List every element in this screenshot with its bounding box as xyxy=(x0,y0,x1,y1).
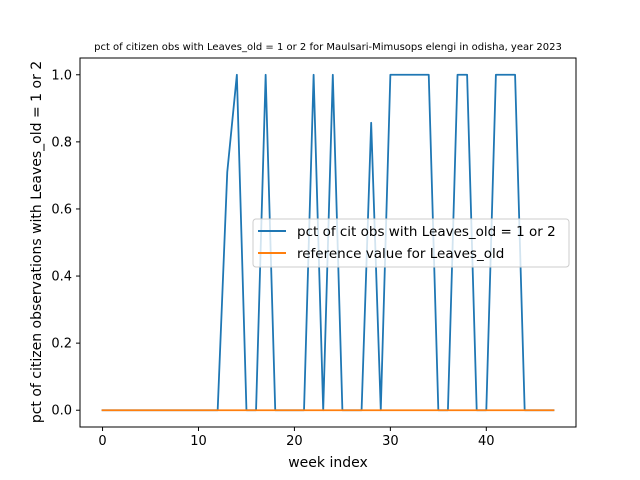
y-tick-label: 0.0 xyxy=(51,404,72,419)
y-tick-label: 0.2 xyxy=(51,337,72,352)
y-axis-label: pct of citizen observations with Leaves_… xyxy=(29,61,45,423)
legend-box xyxy=(252,218,570,268)
y-tick-label: 0.4 xyxy=(51,270,72,285)
y-axis-ticks: 0.0 0.2 0.4 0.6 0.8 1.0 xyxy=(51,68,80,419)
legend-label-reference: reference value for Leaves_old xyxy=(297,246,504,262)
x-axis-ticks: 0 10 20 30 40 xyxy=(98,427,495,449)
x-tick-label: 10 xyxy=(190,434,207,449)
y-tick-label: 1.0 xyxy=(51,68,72,83)
x-tick-label: 0 xyxy=(98,434,106,449)
x-tick-label: 40 xyxy=(478,434,495,449)
y-tick-label: 0.6 xyxy=(51,202,72,217)
legend-label-cit-obs: pct of cit obs with Leaves_old = 1 or 2 xyxy=(297,224,556,240)
chart-title: pct of citizen obs with Leaves_old = 1 o… xyxy=(94,42,562,53)
x-tick-label: 20 xyxy=(286,434,303,449)
x-tick-label: 30 xyxy=(382,434,399,449)
legend: pct of cit obs with Leaves_old = 1 or 2 … xyxy=(252,218,570,268)
y-tick-label: 0.8 xyxy=(51,135,72,150)
x-axis-label: week index xyxy=(288,455,368,471)
axes-frame xyxy=(79,57,577,428)
